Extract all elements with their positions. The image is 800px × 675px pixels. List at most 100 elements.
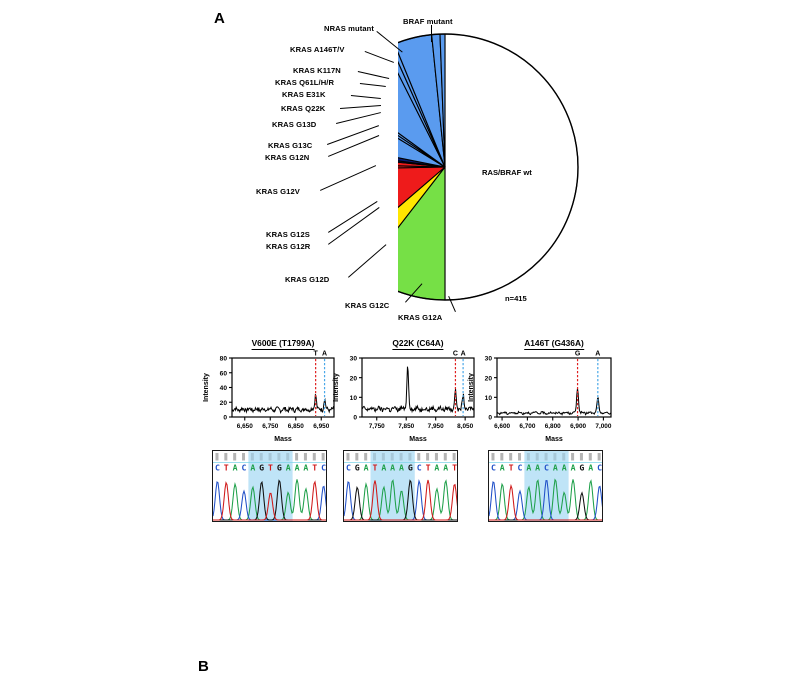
trace-T xyxy=(344,479,457,521)
x-tick-label: 6,950 xyxy=(313,423,329,430)
base-letter: C xyxy=(544,463,549,473)
trace-G xyxy=(213,479,326,521)
quality-bar xyxy=(443,453,447,461)
quality-bar xyxy=(259,453,263,461)
pie-label-kras-g12c: KRAS G12C xyxy=(345,301,390,310)
spectrum-plot: 0 10 20 30 Intensity 6,600 6,700 6,800 6,900 7,00… xyxy=(468,351,612,444)
x-axis-label: Mass xyxy=(274,436,292,443)
x-tick-label: 6,850 xyxy=(288,423,304,430)
quality-bar xyxy=(597,453,601,461)
quality-bar xyxy=(553,453,557,461)
y-axis-label: Intensity xyxy=(333,373,340,402)
quality-bar xyxy=(364,453,368,461)
base-letter: G xyxy=(579,463,584,473)
quality-bar xyxy=(312,453,316,461)
pie-leader-line xyxy=(431,25,432,42)
quality-bar xyxy=(321,453,325,461)
base-letter: T xyxy=(372,463,377,473)
pie-slice-ras-braf-wt xyxy=(444,33,579,301)
base-letter: C xyxy=(417,463,422,473)
base-letter: C xyxy=(321,463,326,473)
y-axis-label: Intensity xyxy=(203,373,210,402)
quality-bar xyxy=(303,453,307,461)
quality-bar xyxy=(434,453,438,461)
pie-leader-line xyxy=(328,135,380,157)
quality-bar xyxy=(381,453,385,461)
y-tick-label: 80 xyxy=(220,356,228,363)
spectrum-title: Q22K (C64A) xyxy=(392,338,444,350)
pie-leader-line xyxy=(348,244,387,278)
base-letter: T xyxy=(224,463,229,473)
base-letter: A xyxy=(303,463,308,473)
base-letter: T xyxy=(426,463,431,473)
base-letter: A xyxy=(250,463,255,473)
base-letter: T xyxy=(312,463,317,473)
quality-bar xyxy=(509,453,513,461)
y-tick-label: 30 xyxy=(350,356,358,363)
base-letter: C xyxy=(597,463,602,473)
base-letter: C xyxy=(241,463,246,473)
x-tick-label: 7,950 xyxy=(428,423,444,430)
trace-T xyxy=(489,483,602,521)
quality-bar xyxy=(295,453,299,461)
base-letter: A xyxy=(233,463,238,473)
pie-chart-svg xyxy=(398,33,579,301)
pie-label-nras-mutant: NRAS mutant xyxy=(324,24,375,33)
quality-bar xyxy=(373,453,377,461)
pie-label-kras-g12r: KRAS G12R xyxy=(266,242,311,251)
base-letter: A xyxy=(381,463,386,473)
base-letter: A xyxy=(500,463,505,473)
pie-label-kras-g13d: KRAS G13D xyxy=(272,120,317,129)
quality-bar xyxy=(526,453,530,461)
spectrum-plot: 0 10 20 30 Intensity 7,750 7,850 7,950 8,050 Mass… xyxy=(333,351,475,443)
quality-bar xyxy=(426,453,430,461)
panel-a-letter: A xyxy=(214,10,225,27)
y-tick-label: 10 xyxy=(485,395,493,402)
quality-bar xyxy=(355,453,359,461)
base-letter: C xyxy=(491,463,496,473)
pie-label-kras-q61l-h-r: KRAS Q61L/H/R xyxy=(275,78,335,87)
trace-A xyxy=(344,479,457,521)
base-letter: A xyxy=(295,463,300,473)
spectrum-title: A146T (G436A) xyxy=(524,338,584,350)
x-tick-label: 6,700 xyxy=(519,423,535,430)
base-letter: G xyxy=(355,463,360,473)
pie-label-kras-g12n: KRAS G12N xyxy=(265,153,310,162)
base-letter: T xyxy=(452,463,457,473)
quality-bar xyxy=(579,453,583,461)
panel-b-letter: B xyxy=(198,658,209,675)
pie-leader-line xyxy=(340,105,382,109)
pie-label-kras-a146t-v: KRAS A146T/V xyxy=(290,45,345,54)
pie-chart xyxy=(398,28,580,306)
base-letter: C xyxy=(346,463,351,473)
pie-label-kras-g12s: KRAS G12S xyxy=(266,230,310,239)
y-tick-label: 0 xyxy=(488,415,492,422)
pie-slice-kras-a146t-v xyxy=(398,166,446,209)
quality-bar xyxy=(286,453,290,461)
quality-bar xyxy=(250,453,254,461)
x-tick-label: 6,650 xyxy=(237,423,253,430)
pie-leader-line xyxy=(327,125,380,145)
y-tick-label: 40 xyxy=(220,385,228,392)
pie-leader-line xyxy=(364,51,394,63)
quality-bar xyxy=(242,453,246,461)
y-tick-label: 20 xyxy=(485,375,493,382)
quality-bar xyxy=(544,453,548,461)
y-tick-label: 0 xyxy=(353,415,357,422)
pie-label-kras-k117n: KRAS K117N xyxy=(293,66,341,75)
x-tick-label: 7,750 xyxy=(369,423,385,430)
base-letter: C xyxy=(517,463,522,473)
allele-marker-label-T: T xyxy=(313,351,318,358)
pie-label-kras-q22k: KRAS Q22K xyxy=(281,104,326,113)
pie-leader-line xyxy=(359,83,386,87)
y-tick-label: 60 xyxy=(220,370,228,377)
allele-marker-label-A: A xyxy=(322,351,327,358)
spectrum-trace xyxy=(231,394,335,414)
spectrum-plot: 0 20 40 60 80 Intensity 6,650 6,750 6,850 6,950 Ma… xyxy=(203,351,335,443)
quality-bar xyxy=(452,453,456,461)
spectrum-title: V600E (T1799A) xyxy=(251,338,315,350)
base-letter: A xyxy=(571,463,576,473)
base-letter: A xyxy=(364,463,369,473)
base-letter: T xyxy=(268,463,273,473)
